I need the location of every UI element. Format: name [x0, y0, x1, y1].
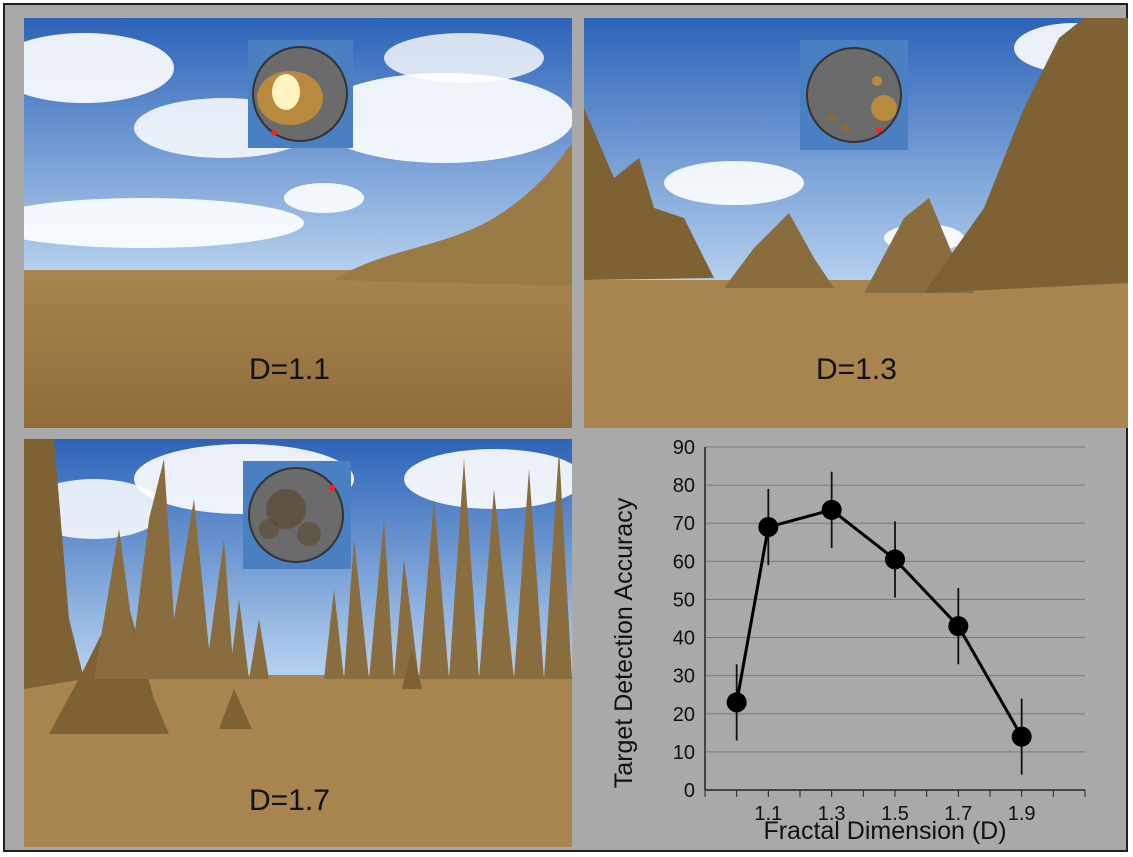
x-tick-label: 1.5: [881, 803, 909, 825]
scene-d13-image: [584, 18, 1128, 428]
minimap-icon: [800, 40, 908, 150]
panel-label-d11: D=1.1: [249, 353, 330, 386]
data-point: [821, 499, 842, 520]
y-axis-title: Target Detection Accuracy: [610, 497, 638, 788]
y-tick-label: 50: [673, 589, 695, 611]
y-tick-label: 70: [673, 513, 695, 535]
x-tick-label: 1.1: [754, 803, 782, 825]
scene-d17-image: [24, 439, 572, 847]
minimap-icon: [243, 461, 351, 569]
y-tick-label: 20: [673, 704, 695, 726]
x-tick-label: 1.3: [818, 803, 846, 825]
data-point: [948, 616, 969, 637]
y-tick-label: 90: [673, 437, 695, 459]
scene-panel-d11: D=1.1: [24, 18, 572, 428]
data-point: [726, 692, 747, 713]
y-tick-label: 40: [673, 628, 695, 650]
data-point: [885, 549, 905, 570]
series-line: [735, 508, 1023, 738]
panel-label-d13: D=1.3: [816, 353, 897, 386]
data-point: [1011, 726, 1032, 747]
x-tick-label: 1.9: [1008, 803, 1036, 825]
scene-d11-image: [24, 18, 572, 428]
accuracy-chart-svg: 0 10 20 30 40 50 60 70 80 90 1.1 1.3 1.5 1.7 1.9 Fract…: [610, 437, 1086, 845]
y-tick-label: 80: [673, 475, 695, 497]
data-point: [758, 517, 779, 538]
scene-panel-d13: D=1.3: [584, 18, 1128, 428]
minimap-icon: [248, 40, 353, 148]
y-tick-label: 0: [684, 780, 695, 802]
panel-label-d17: D=1.7: [249, 784, 330, 817]
y-tick-label: 60: [673, 551, 695, 573]
x-tick-label: 1.7: [944, 803, 972, 825]
accuracy-chart: 0 10 20 30 40 50 60 70 80 90 1.1 1.3 1.5 1.7 1.9 Fract…: [575, 427, 1125, 847]
x-axis-title: Fractal Dimension (D): [763, 817, 1006, 845]
scene-panel-d17: D=1.7: [24, 439, 572, 847]
y-tick-label: 30: [673, 666, 695, 688]
y-tick-label: 10: [673, 742, 695, 764]
